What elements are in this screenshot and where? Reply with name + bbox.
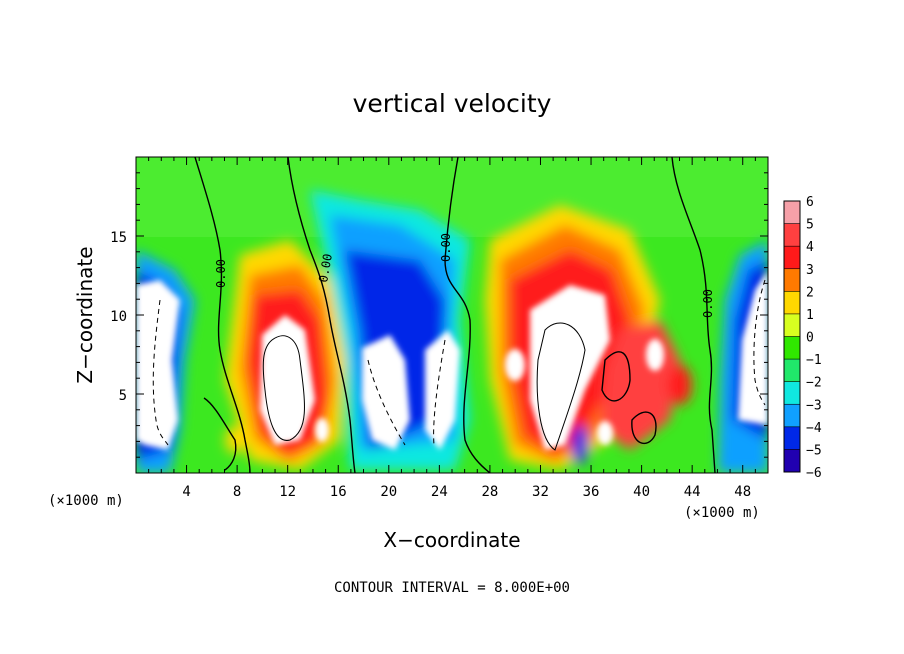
zero-contour-6 [601,351,631,402]
colorbar-label-11: −5 [806,443,822,458]
x-tick-label-7: 32 [532,484,549,500]
x-tick-label-1: 8 [233,484,241,500]
colorbar-label-7: −1 [806,353,822,368]
plot-area: 0.00 0.00 0.00 0.00 [136,157,768,473]
dashed-contour-1 [152,299,169,446]
white-updraft-left [260,315,315,445]
colorbar-label-8: −2 [806,376,822,391]
x-tick-label-2: 12 [279,484,296,500]
white-downdraft-center-2 [425,330,460,450]
colorbar-swatch-1 [784,223,800,247]
negative-contours [152,279,766,446]
contour-label-2: 0.00 [316,253,335,284]
colorbar-swatch-6 [784,336,800,360]
colorbar-swatch-4 [784,291,800,315]
x-tick-label-3: 16 [330,484,347,500]
y-tick-label-1: 10 [110,309,127,325]
contour-label-1: 0.00 [214,259,228,288]
colorbar-label-4: 2 [806,285,814,300]
downdraft-small-1 [572,425,588,465]
zero-contour-3 [444,157,491,473]
colorbar-swatch-11 [784,449,800,473]
colorbar-swatch-5 [784,313,800,337]
x-tick-label-6: 28 [481,484,498,500]
colorbar-swatch-7 [784,359,800,383]
x-tick-label-0: 4 [182,484,190,500]
colorbar-swatch-0 [784,201,800,225]
colorbar: 6 5 4 3 2 1 0 −1 −2 −3 −4 −5 −6 [783,195,822,481]
x-tick-label-4: 20 [380,484,397,500]
y-tick-label-2: 15 [110,230,127,246]
y-tick-label-0: 5 [119,388,127,404]
colorbar-label-12: −6 [806,466,822,481]
contour-label-3: 0.00 [439,233,453,262]
colorbar-swatch-9 [784,404,800,428]
x-tick-label-10: 44 [684,484,701,500]
x-ticks: 4 8 12 16 20 24 28 32 36 40 44 48 [148,157,756,500]
x-tick-label-11: 48 [734,484,751,500]
colorbar-swatch-10 [784,426,800,450]
colorbar-label-1: 5 [806,218,814,233]
chart-title: vertical velocity [353,89,552,118]
colorbar-label-2: 4 [806,240,814,255]
y-unit-label: (×1000 m) [48,493,124,509]
x-unit-label: (×1000 m) [684,505,760,521]
white-downdraft-right [738,270,768,425]
updraft-small-1 [668,365,692,405]
solid-contour-2 [536,322,586,451]
x-axis-label: X−coordinate [383,528,520,552]
colorbar-swatch-3 [784,268,800,292]
colorbar-label-0: 6 [806,195,814,210]
colorbar-label-6: 0 [806,331,814,346]
x-tick-label-9: 40 [633,484,650,500]
zero-contour-1 [194,157,251,473]
positive-contours [262,322,586,451]
colorbar-label-9: −3 [806,398,822,413]
dashed-contour-4 [753,279,766,406]
contour-label-4: 0.00 [701,289,715,318]
white-updraft-small-1 [505,349,525,381]
dashed-contour-2 [367,359,406,446]
colorbar-swatch-8 [784,381,800,405]
y-ticks: 5 10 15 [110,172,768,458]
white-updraft-small-4 [315,418,329,442]
colorbar-swatch-2 [784,246,800,270]
white-updraft-small-3 [597,421,613,445]
zero-contour-4 [671,157,716,473]
colorbar-label-5: 1 [806,308,814,323]
x-tick-label-8: 36 [583,484,600,500]
colorbar-label-10: −4 [806,421,822,436]
zero-contour-2 [287,157,356,473]
solid-contour-1 [262,335,305,441]
zero-contour-5 [203,397,237,471]
zero-contour-7 [631,411,657,445]
white-updraft-small-2 [646,339,664,371]
dashed-contour-3 [433,339,446,446]
contour-interval-text: CONTOUR INTERVAL = 8.000E+00 [334,580,570,596]
zero-contours [194,157,716,473]
y-axis-label: Z−coordinate [73,246,97,383]
colorbar-label-3: 3 [806,263,814,278]
white-downdraft-left [136,280,180,450]
white-downdraft-center-1 [362,335,410,450]
x-tick-label-5: 24 [431,484,448,500]
